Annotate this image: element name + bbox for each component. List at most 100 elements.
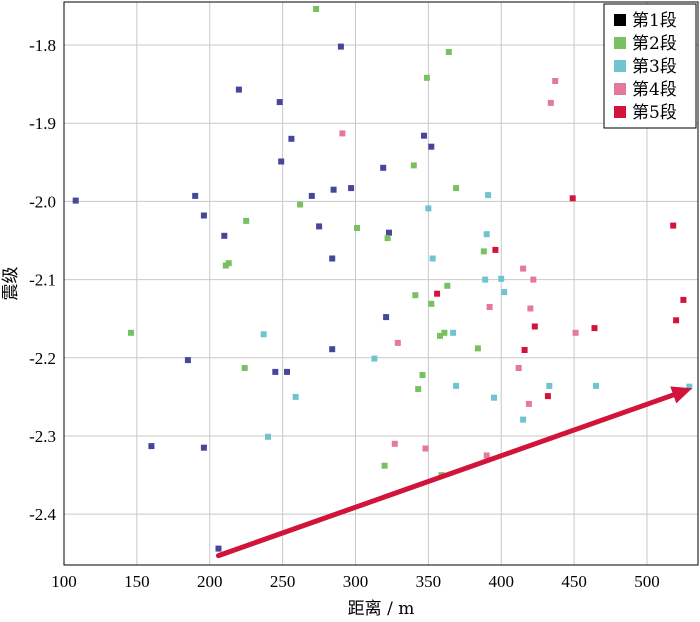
- data-point: [200, 444, 207, 451]
- data-point: [501, 289, 508, 296]
- data-point: [391, 440, 398, 447]
- data-point: [148, 443, 155, 450]
- data-point: [410, 162, 417, 169]
- data-point: [569, 195, 576, 202]
- y-tick-label: -2.4: [29, 505, 56, 524]
- data-point: [215, 545, 222, 552]
- data-point: [371, 355, 378, 362]
- data-point: [265, 433, 271, 440]
- data-point: [421, 132, 427, 139]
- data-point: [492, 246, 499, 253]
- data-point: [441, 329, 448, 336]
- legend-swatch: [614, 60, 626, 72]
- data-point: [72, 197, 79, 204]
- legend-label: 第5段: [632, 103, 677, 123]
- data-point: [498, 275, 505, 282]
- data-point: [394, 339, 401, 346]
- data-point: [491, 394, 497, 401]
- data-point: [243, 217, 250, 224]
- data-point: [520, 416, 527, 423]
- legend-swatch: [614, 106, 626, 118]
- data-point: [272, 368, 279, 375]
- x-tick-label: 250: [270, 572, 296, 591]
- legend-label: 第4段: [632, 80, 677, 100]
- data-point: [425, 205, 432, 212]
- x-tick-label: 500: [634, 572, 660, 591]
- data-point: [515, 365, 522, 371]
- x-tick-label: 100: [51, 572, 77, 591]
- data-point: [278, 158, 285, 165]
- data-point: [450, 329, 457, 336]
- data-point: [422, 445, 429, 452]
- data-point: [520, 265, 527, 272]
- data-point: [437, 332, 443, 339]
- legend-swatch: [614, 37, 626, 49]
- plot-frame: [63, 1, 699, 566]
- x-tick-label: 300: [343, 572, 369, 591]
- x-tick-label: 450: [561, 572, 587, 591]
- data-point: [381, 462, 388, 469]
- data-point: [241, 365, 248, 371]
- arrow-shaft: [215, 392, 676, 559]
- series-3: [260, 192, 693, 440]
- data-point: [429, 255, 436, 262]
- data-point: [412, 292, 419, 299]
- data-point: [572, 329, 579, 336]
- data-point: [128, 329, 134, 336]
- data-point: [235, 86, 242, 93]
- data-point: [530, 276, 537, 283]
- data-point: [184, 357, 191, 364]
- data-point: [276, 99, 283, 106]
- axis-tick-labels: 100 150 200 250 300 350 400 450 500 -1.8 -1.9 -2.0 -…: [29, 36, 660, 591]
- data-point: [428, 143, 435, 150]
- data-point: [483, 231, 490, 238]
- data-point: [486, 304, 493, 310]
- data-point: [552, 78, 559, 84]
- data-point: [313, 6, 320, 12]
- data-point: [329, 255, 336, 262]
- data-point: [485, 192, 492, 199]
- data-point: [483, 452, 490, 459]
- data-point: [386, 229, 392, 236]
- y-tick-label: -1.9: [29, 114, 56, 133]
- data-point: [521, 347, 528, 353]
- data-point: [527, 305, 534, 312]
- data-point: [225, 260, 232, 267]
- data-point: [680, 296, 687, 303]
- data-point: [337, 43, 344, 50]
- data-point: [525, 400, 532, 407]
- data-point: [445, 49, 452, 55]
- data-point: [354, 225, 360, 231]
- legend-item: 第5段: [614, 103, 677, 123]
- data-point: [544, 393, 551, 400]
- legend-item: 第1段: [614, 11, 677, 31]
- y-tick-label: -2.2: [29, 349, 56, 368]
- data-point: [383, 314, 390, 321]
- legend-item: 第2段: [614, 34, 677, 54]
- data-point: [384, 235, 391, 242]
- series-5: [434, 195, 687, 400]
- legend-swatch: [614, 83, 626, 95]
- data-point: [192, 192, 199, 199]
- x-tick-label: 350: [416, 572, 442, 591]
- data-point: [434, 290, 441, 297]
- data-point: [480, 248, 487, 255]
- legend-label: 第3段: [632, 57, 677, 77]
- legend-label: 第2段: [632, 34, 677, 54]
- data-point: [308, 192, 315, 199]
- grid-lines: [63, 2, 698, 565]
- data-point: [423, 74, 430, 81]
- data-point: [482, 276, 489, 283]
- data-point: [380, 164, 387, 171]
- data-point: [686, 383, 693, 390]
- x-axis-title: 距离 / m: [348, 599, 415, 619]
- x-tick-label: 150: [124, 572, 150, 591]
- data-point: [546, 382, 553, 389]
- legend-swatch: [614, 14, 626, 26]
- data-point: [348, 185, 355, 192]
- data-point: [200, 212, 207, 219]
- data-point: [415, 386, 422, 393]
- data-points: [72, 6, 693, 552]
- data-point: [419, 372, 426, 378]
